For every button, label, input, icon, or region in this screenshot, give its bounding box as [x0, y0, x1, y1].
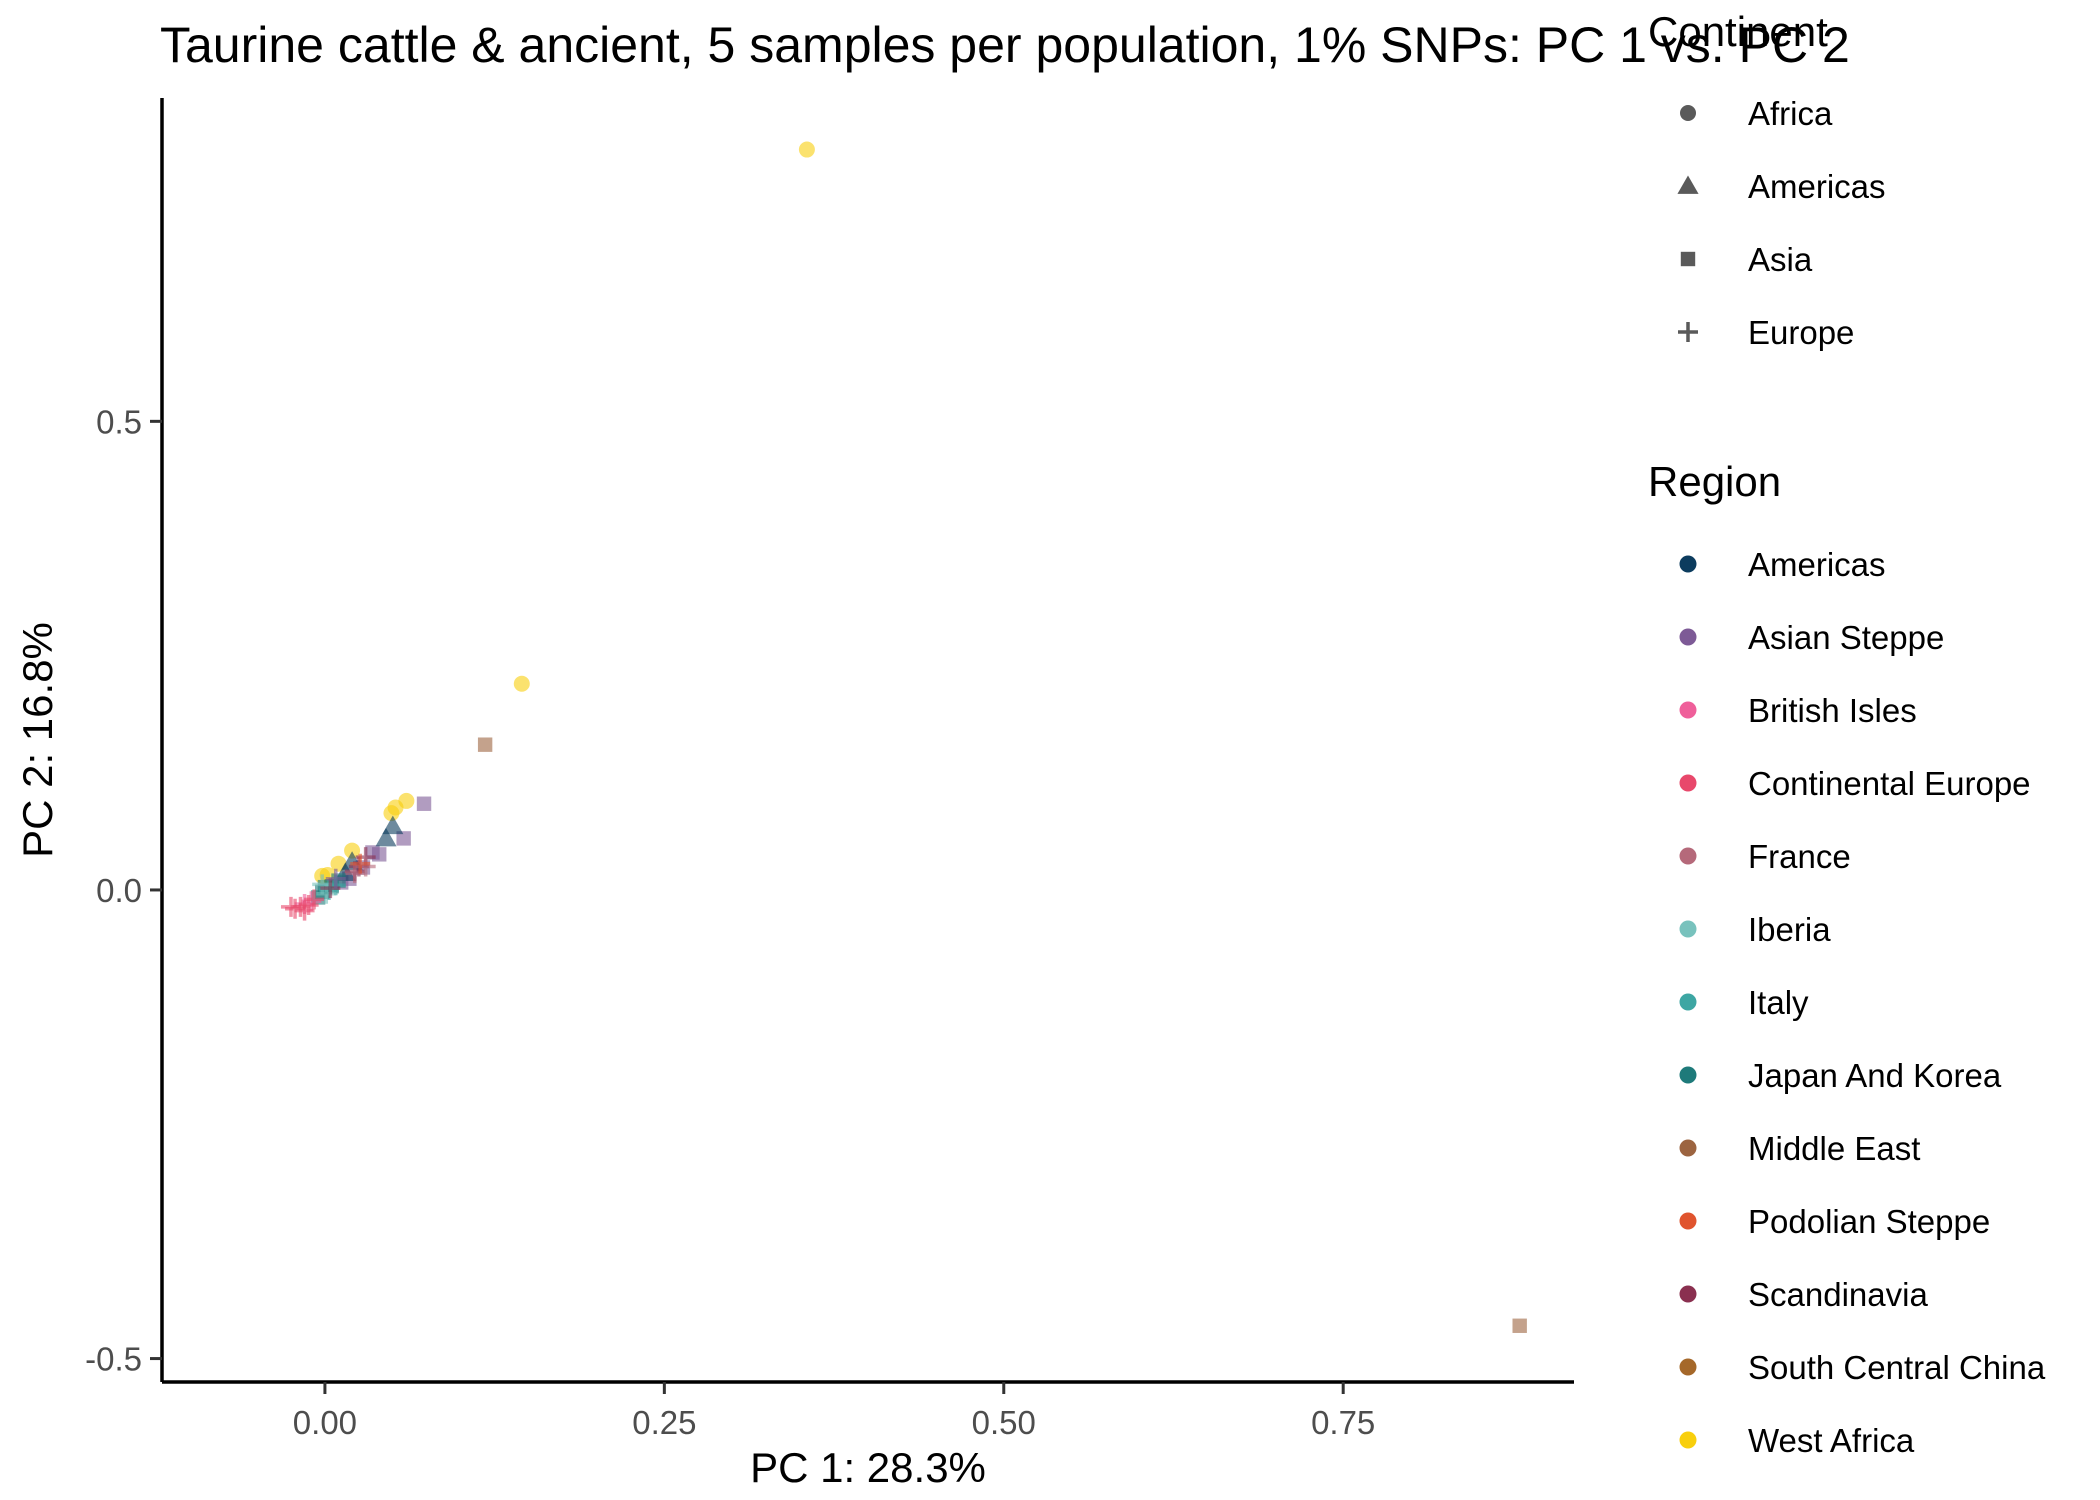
data-point — [383, 805, 400, 822]
region-legend-label: Middle East — [1748, 1130, 1920, 1167]
continent-legend-title: Continent — [1648, 8, 1828, 55]
region-legend-key — [1679, 847, 1697, 865]
region-legend-label: Asian Steppe — [1748, 619, 1944, 656]
continent-legend-label: Europe — [1748, 314, 1854, 351]
region-legend-label: South Central China — [1748, 1349, 2046, 1386]
y-axis-ticks: -0.5 0.0 0.5 — [85, 403, 162, 1378]
data-point — [350, 853, 371, 874]
x-axis-ticks: 0.00 0.25 0.50 0.75 — [293, 1382, 1375, 1441]
data-point — [298, 894, 319, 915]
y-tick-label: 0.0 — [96, 872, 142, 909]
region-legend-key — [1679, 1285, 1697, 1303]
data-point — [375, 827, 397, 847]
plot-area: 0.00 0.25 0.50 0.75 -0.5 0.0 0.5 — [85, 98, 1574, 1441]
chart-title: Taurine cattle & ancient, 5 samples per … — [160, 17, 1850, 73]
x-tick-label: 0.25 — [632, 1404, 696, 1441]
region-legend-label: Scandinavia — [1748, 1276, 1928, 1313]
y-tick-label: 0.5 — [96, 403, 142, 440]
region-legend-key — [1679, 1139, 1697, 1157]
scatter-points — [280, 141, 1527, 1333]
region-legend-label: Japan And Korea — [1748, 1057, 2002, 1094]
x-axis-title: PC 1: 28.3% — [750, 1444, 986, 1491]
continent-legend-key — [1677, 175, 1699, 194]
data-point — [513, 675, 530, 692]
data-point — [396, 831, 411, 846]
region-legend-key — [1679, 1431, 1697, 1449]
region-legend-label: Podolian Steppe — [1748, 1203, 1990, 1240]
region-legend-label: Italy — [1748, 984, 1809, 1021]
region-legend-key — [1679, 1358, 1697, 1376]
continent-legend-key — [1680, 251, 1696, 267]
data-point — [416, 796, 432, 811]
region-legend-key — [1679, 1212, 1697, 1230]
data-point — [1512, 1318, 1527, 1333]
y-axis-title: PC 2: 16.8% — [14, 622, 61, 858]
region-legend-key — [1679, 555, 1697, 573]
region-legend-label: Continental Europe — [1748, 765, 2031, 802]
region-legend-key — [1679, 628, 1697, 646]
region-legend-key — [1679, 701, 1697, 719]
region-legend-label: British Isles — [1748, 692, 1917, 729]
region-legend: Region Americas Asian Steppe British Isles… — [1648, 458, 2046, 1459]
x-tick-label: 0.75 — [1311, 1404, 1375, 1441]
continent-legend-label: Africa — [1748, 95, 1833, 132]
data-point — [325, 868, 346, 889]
region-legend-label: Americas — [1748, 546, 1886, 583]
continent-legend-label: Asia — [1748, 241, 1813, 278]
region-legend-key — [1679, 993, 1697, 1011]
continent-legend: Continent Africa Americas Asia Europe — [1648, 8, 1886, 351]
region-legend-label: France — [1748, 838, 1851, 875]
data-point — [285, 898, 306, 919]
data-point — [344, 842, 361, 859]
region-legend-key — [1679, 774, 1697, 792]
y-tick-label: -0.5 — [85, 1341, 142, 1378]
x-tick-label: 0.00 — [293, 1404, 357, 1441]
continent-legend-key — [1680, 105, 1696, 121]
data-point — [798, 141, 815, 158]
region-legend-title: Region — [1648, 458, 1781, 505]
data-point — [477, 737, 493, 752]
data-point — [280, 896, 301, 917]
region-legend-key — [1679, 920, 1697, 938]
continent-legend-label: Americas — [1748, 168, 1886, 205]
continent-legend-key — [1678, 322, 1698, 342]
data-point — [382, 815, 404, 835]
region-legend-label: West Africa — [1748, 1422, 1915, 1459]
region-legend-label: Iberia — [1748, 911, 1831, 948]
x-tick-label: 0.50 — [972, 1404, 1036, 1441]
region-legend-key — [1679, 1066, 1697, 1084]
